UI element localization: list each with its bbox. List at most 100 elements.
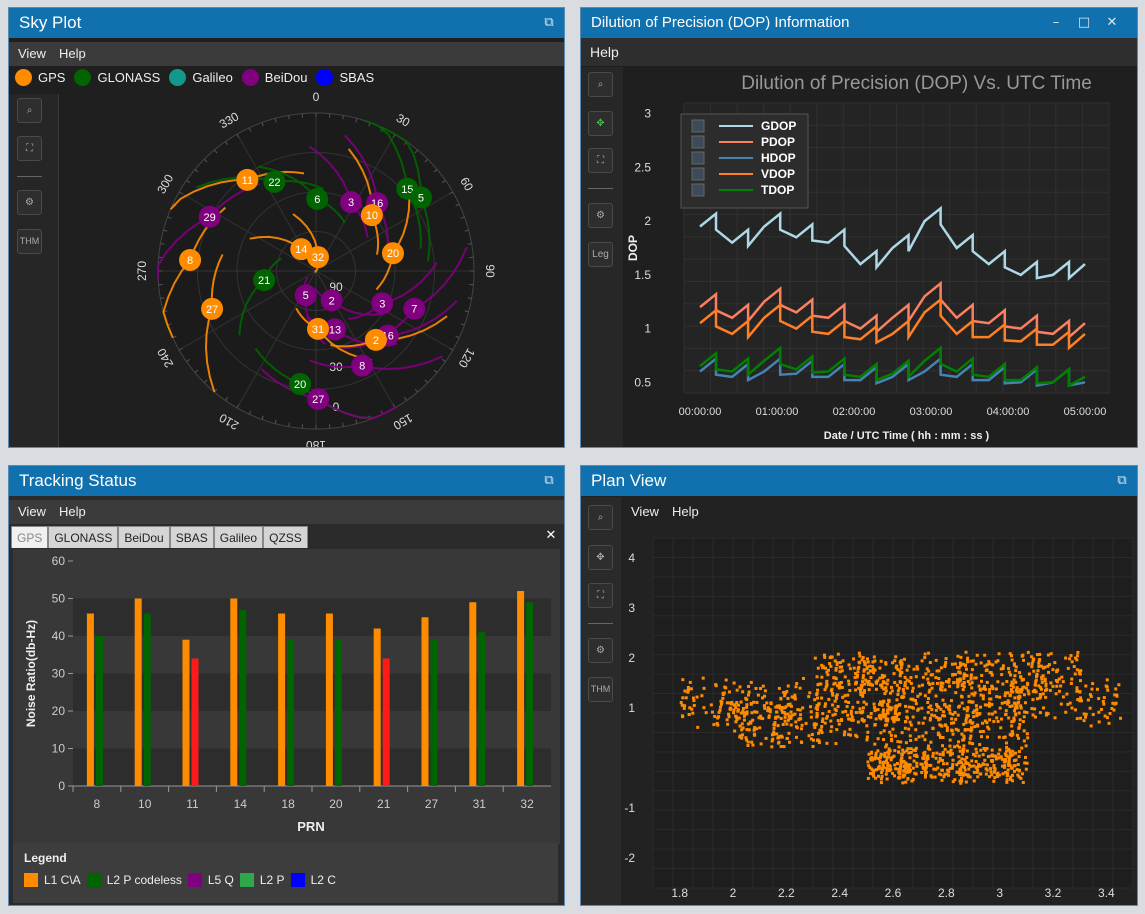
gear-icon[interactable]: ⚙ (588, 638, 613, 663)
position-point (860, 683, 864, 687)
position-point (751, 743, 755, 747)
position-point (1026, 650, 1030, 654)
position-point (1021, 677, 1025, 681)
menu-view[interactable]: View (18, 46, 46, 61)
position-point (871, 772, 875, 776)
menu-help[interactable]: Help (590, 44, 619, 60)
position-point (1030, 662, 1034, 666)
position-point (1032, 669, 1036, 673)
position-point (903, 675, 907, 679)
legend-label: TDOP (761, 183, 794, 197)
fit-icon[interactable]: ⛶ (17, 136, 42, 161)
position-point (914, 728, 918, 732)
tab-glonass[interactable]: GLONASS (48, 526, 119, 548)
legend-gps[interactable]: GPS (15, 69, 65, 86)
legend-button[interactable]: Leg (588, 242, 613, 267)
fit-icon[interactable]: ⛶ (588, 583, 613, 608)
theme-button[interactable]: THM (588, 677, 613, 702)
bar-l2-p-codeless (334, 639, 342, 786)
position-point (683, 689, 687, 693)
position-point (1061, 680, 1065, 684)
close-tab-icon[interactable]: ✕ (545, 528, 557, 543)
legend-sbas[interactable]: SBAS (316, 69, 374, 86)
restore-icon[interactable]: ⧉ (544, 473, 554, 488)
position-point (888, 691, 892, 695)
position-point (890, 716, 894, 720)
tab-qzss[interactable]: QZSS (263, 526, 308, 548)
position-point (772, 730, 776, 734)
menu-help[interactable]: Help (58, 46, 86, 61)
tab-sbas[interactable]: SBAS (169, 526, 214, 548)
position-point (1014, 669, 1018, 673)
bar-l2-p-codeless (430, 639, 438, 786)
position-point (938, 758, 942, 762)
restore-icon[interactable]: ⧉ (1117, 473, 1127, 488)
position-point (1010, 658, 1014, 662)
position-point (967, 767, 971, 771)
position-point (970, 681, 974, 685)
position-point (962, 685, 966, 689)
position-point (852, 666, 856, 670)
legend-glonass[interactable]: GLONASS (74, 69, 160, 86)
y-tick-label: -2 (624, 851, 635, 865)
azimuth-tick (194, 169, 199, 173)
restore-icon[interactable]: ⧉ (544, 15, 554, 30)
pan-icon[interactable]: ✥ (588, 545, 613, 570)
theme-button[interactable]: THM (17, 229, 42, 254)
position-point (898, 669, 902, 673)
position-point (968, 737, 972, 741)
zoom-icon[interactable]: ⌕ (588, 72, 613, 97)
position-point (787, 731, 791, 735)
position-point (899, 765, 903, 769)
position-point (896, 693, 900, 697)
close-icon[interactable]: ✕ (1106, 15, 1118, 30)
position-point (836, 705, 840, 709)
position-point (725, 718, 729, 722)
position-point (739, 711, 743, 715)
menu-view[interactable]: View (631, 504, 659, 519)
position-point (908, 763, 912, 767)
tab-galileo[interactable]: Galileo (213, 526, 264, 548)
position-point (734, 706, 738, 710)
legend-galileo[interactable]: Galileo (169, 69, 233, 86)
position-point (979, 693, 983, 697)
position-point (774, 705, 778, 709)
position-point (929, 740, 933, 744)
position-point (939, 773, 943, 777)
position-point (1002, 765, 1006, 769)
position-point (886, 717, 890, 721)
legend-beidou[interactable]: BeiDou (241, 69, 307, 86)
position-point (873, 709, 877, 713)
menu-help[interactable]: Help (58, 504, 86, 519)
position-point (984, 669, 988, 673)
gear-icon[interactable]: ⚙ (588, 203, 613, 228)
tab-gps[interactable]: GPS (11, 526, 49, 548)
position-point (836, 719, 840, 723)
zoom-icon[interactable]: ⌕ (17, 98, 42, 123)
minimize-icon[interactable]: – (1052, 15, 1060, 30)
pan-icon[interactable]: ✥ (588, 111, 613, 136)
menu-view[interactable]: View (18, 504, 46, 519)
zoom-icon[interactable]: ⌕ (588, 505, 613, 530)
tab-beidou[interactable]: BeiDou (118, 526, 170, 548)
azimuth-label: 120 (455, 346, 477, 371)
position-point (942, 714, 946, 718)
position-point (837, 722, 841, 726)
position-point (969, 673, 973, 677)
position-point (1060, 675, 1064, 679)
position-point (977, 684, 981, 688)
fit-icon[interactable]: ⛶ (588, 148, 613, 173)
azimuth-label: 300 (154, 172, 176, 197)
position-point (878, 755, 882, 759)
maximize-icon[interactable]: □ (1077, 15, 1091, 30)
position-point (988, 687, 992, 691)
position-point (865, 657, 869, 661)
x-tick-label: 05:00:00 (1064, 406, 1107, 418)
x-tick-label: 02:00:00 (833, 406, 876, 418)
sky-plot-panel: Sky Plot ⧉ View Help GPS GLONASS Galileo Bei… (8, 7, 565, 448)
gear-icon[interactable]: ⚙ (17, 190, 42, 215)
position-point (884, 686, 888, 690)
position-point (862, 689, 866, 693)
position-point (815, 713, 819, 717)
menu-help[interactable]: Help (671, 504, 699, 519)
